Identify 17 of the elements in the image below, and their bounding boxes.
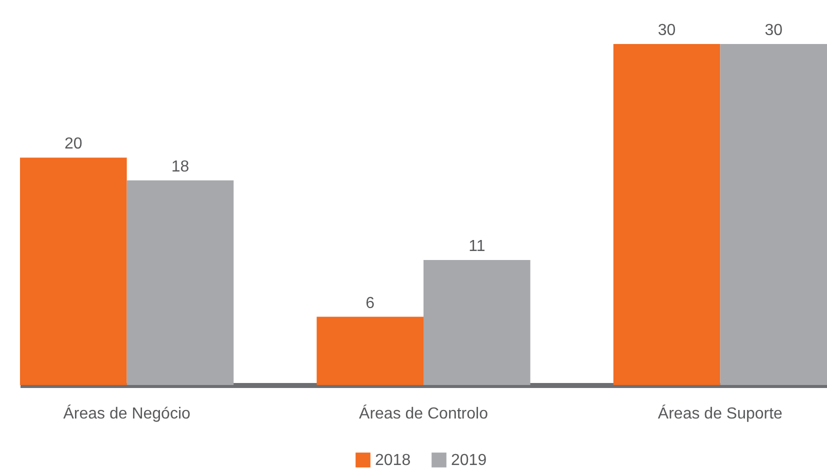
data-label: 6 bbox=[366, 294, 375, 312]
bar bbox=[720, 44, 827, 385]
x-tick-label: Áreas de Suporte bbox=[658, 404, 783, 422]
bar bbox=[20, 158, 127, 385]
x-tick-label: Áreas de Negócio bbox=[63, 404, 191, 422]
data-label: 30 bbox=[658, 22, 676, 39]
legend-label: 2018 bbox=[375, 452, 411, 469]
data-label: 18 bbox=[171, 158, 190, 176]
data-label: 30 bbox=[764, 22, 783, 39]
bar bbox=[613, 44, 720, 385]
legend-label: 2019 bbox=[451, 452, 487, 469]
bar bbox=[424, 260, 530, 385]
bar bbox=[316, 316, 424, 385]
data-label: 11 bbox=[468, 238, 486, 255]
x-tick-label: Áreas de Controlo bbox=[359, 404, 488, 422]
data-label: 20 bbox=[64, 136, 82, 153]
bar bbox=[126, 180, 234, 385]
